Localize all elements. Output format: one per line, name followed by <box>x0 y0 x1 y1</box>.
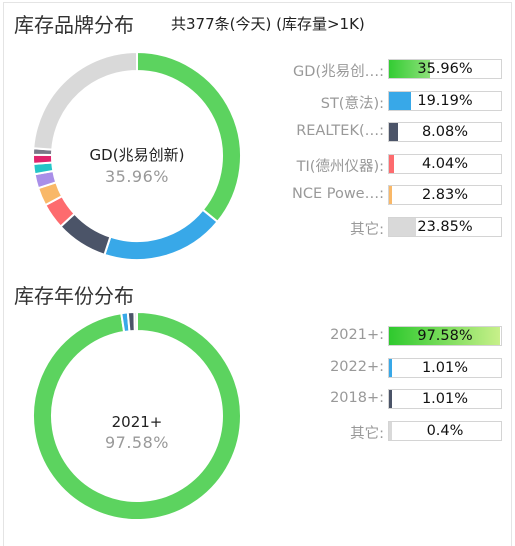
year-legend-bar: 0.4% <box>388 420 502 441</box>
brand-slice-0[interactable] <box>136 50 242 224</box>
brand-section-title: 库存品牌分布 <box>14 13 134 37</box>
brand-legend-row[interactable]: REALTEK(…: 8.08% <box>262 120 502 144</box>
brand-legend-label: ST(意法): <box>320 95 384 112</box>
brand-legend-row[interactable]: NCE Powe…: 2.83% <box>262 183 502 207</box>
year-legend-value: 0.4% <box>426 422 464 439</box>
brand-legend-fill <box>389 123 399 141</box>
year-legend-label: 2022+: <box>330 358 384 375</box>
brand-legend-bar: 4.04% <box>388 153 502 174</box>
brand-legend-bar: 35.96% <box>388 59 502 79</box>
year-legend-fill <box>389 390 392 408</box>
brand-legend-label: NCE Powe…: <box>291 186 384 202</box>
year-slice-0[interactable] <box>32 310 242 521</box>
brand-legend-value: 19.19% <box>417 92 473 109</box>
year-legend-row[interactable]: 2018+: 1.01% <box>262 387 502 411</box>
brand-legend-value: 8.08% <box>421 124 469 140</box>
year-donut-chart[interactable] <box>17 310 257 530</box>
year-legend-bar: 1.01% <box>388 357 502 378</box>
brand-legend-row[interactable]: GD(兆易创…: 35.96% <box>262 57 502 81</box>
brand-center-percent: 35.96% <box>104 167 169 186</box>
year-legend-bar: 1.01% <box>388 389 502 409</box>
year-slice-3[interactable] <box>133 310 138 333</box>
year-legend-row[interactable]: 其它: 0.4% <box>262 419 502 443</box>
brand-legend-value: 4.04% <box>421 155 469 172</box>
brand-legend-bar: 2.83% <box>388 185 502 205</box>
brand-center-name: GD(兆易创新) <box>89 146 185 164</box>
year-center-name: 2021+ <box>111 413 163 431</box>
brand-slice-9[interactable] <box>32 50 138 151</box>
year-legend-label: 2018+: <box>330 390 384 406</box>
brand-legend-label: GD(兆易创…: <box>293 64 384 80</box>
brand-legend-row[interactable]: 其它: 23.85% <box>262 215 502 239</box>
brand-legend-bar: 23.85% <box>388 216 502 237</box>
brand-legend-fill <box>389 186 393 204</box>
year-legend-fill <box>389 327 501 345</box>
year-legend-label: 2021+: <box>330 327 384 343</box>
brand-legend-fill <box>389 154 394 173</box>
brand-section-subtitle: 共377条(今天) (库存量>1K) <box>171 15 365 33</box>
brand-legend-value: 2.83% <box>421 187 469 203</box>
brand-legend-row[interactable]: TI(德州仪器): 4.04% <box>262 152 502 176</box>
brand-legend-fill <box>389 91 411 110</box>
year-legend-value: 97.58% <box>417 328 473 344</box>
year-donut-center: 2021+ 97.58% <box>57 413 217 452</box>
brand-legend-value: 35.96% <box>417 61 473 77</box>
year-legend-label: 其它: <box>350 425 384 442</box>
year-legend-fill <box>389 358 392 377</box>
year-legend-value: 1.01% <box>421 359 469 376</box>
year-legend-value: 1.01% <box>421 391 469 407</box>
brand-legend-label: TI(德州仪器): <box>296 158 384 175</box>
brand-donut-chart[interactable] <box>17 36 257 276</box>
year-legend-row[interactable]: 2022+: 1.01% <box>262 356 502 380</box>
brand-legend-fill <box>389 60 430 78</box>
brand-legend-bar: 8.08% <box>388 122 502 142</box>
brand-slice-7[interactable] <box>32 153 54 165</box>
brand-donut-center: GD(兆易创新) 35.96% <box>57 144 217 186</box>
year-center-percent: 97.58% <box>104 433 169 452</box>
brand-legend-label: 其它: <box>350 221 384 238</box>
year-legend-fill <box>389 421 392 440</box>
brand-legend-fill <box>389 217 417 236</box>
brand-legend-bar: 19.19% <box>388 90 502 111</box>
year-legend-row[interactable]: 2021+: 97.58% <box>262 324 502 348</box>
brand-legend-value: 23.85% <box>417 218 473 235</box>
brand-slice-1[interactable] <box>103 208 219 261</box>
year-section-title: 库存年份分布 <box>14 284 134 308</box>
brand-legend-label: REALTEK(…: <box>296 123 384 139</box>
brand-legend-row[interactable]: ST(意法): 19.19% <box>262 89 502 113</box>
year-legend-bar: 97.58% <box>388 326 502 346</box>
